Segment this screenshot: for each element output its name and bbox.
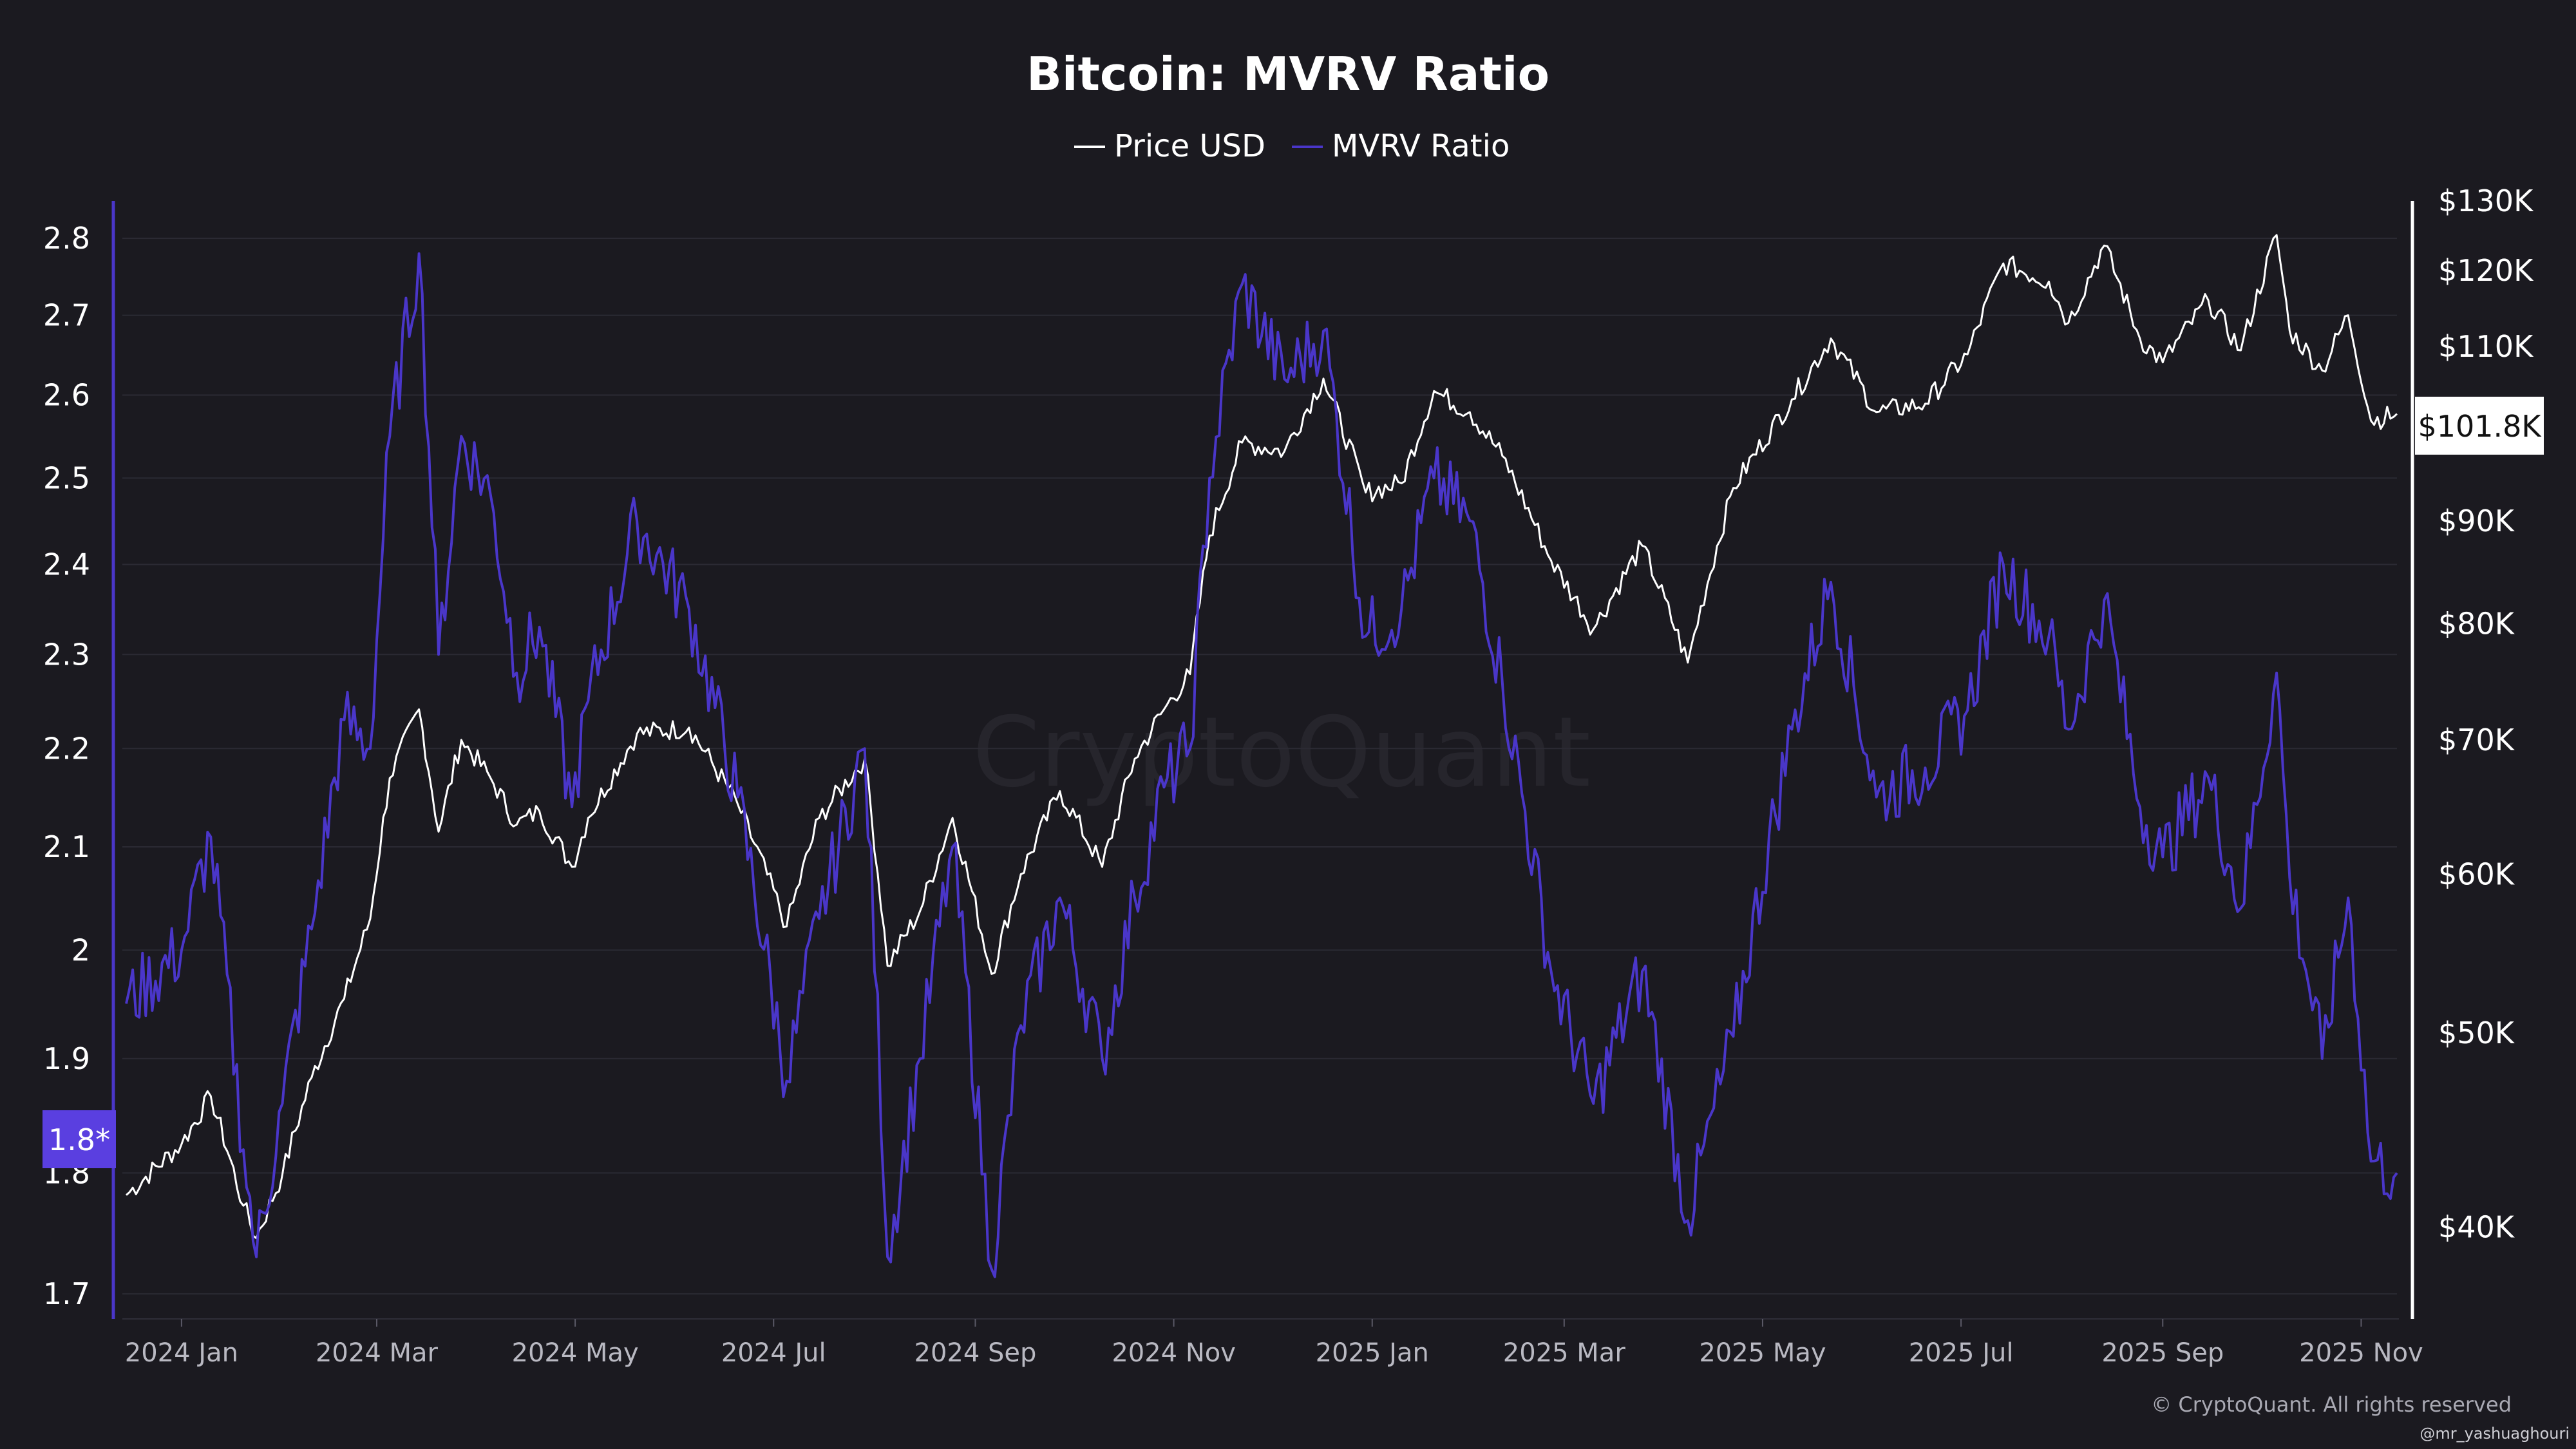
left-axis-ticks: 1.71.81.922.12.22.32.42.52.62.72.8: [43, 221, 90, 1311]
price-usd-line: [126, 234, 2398, 1240]
series-layer: [125, 234, 2398, 1278]
grid-lines: [122, 238, 2397, 1295]
x-tick-label: 2025 Mar: [1503, 1338, 1626, 1368]
right-tick-label: $80K: [2438, 606, 2515, 641]
chart-title: Bitcoin: MVRV Ratio: [1027, 47, 1549, 101]
x-tick-label: 2024 Jul: [721, 1338, 826, 1368]
left-tick-label: 2: [71, 933, 90, 967]
x-axis-ticks: 2024 Jan 2024 Mar 2024 May 2024 Jul 2024 Sep…: [125, 1319, 2423, 1368]
mvrv-current-badge: 1.8*: [43, 1110, 116, 1168]
left-tick-label: 1.9: [43, 1041, 90, 1076]
x-tick-label: 2025 Jul: [1909, 1338, 2014, 1368]
left-tick-label: 2.4: [43, 547, 90, 582]
right-tick-label: $130K: [2438, 184, 2534, 218]
mvrv-ratio-line: [125, 252, 2398, 1278]
author-handle: @mr_yashuaghouri: [2420, 1425, 2570, 1443]
right-tick-label: $60K: [2438, 857, 2515, 891]
right-tick-label: $40K: [2438, 1210, 2515, 1245]
mvrv-badge-bg: [43, 1110, 116, 1168]
left-tick-label: 2.7: [43, 298, 90, 333]
left-tick-label: 2.8: [43, 221, 90, 256]
x-tick-label: 2024 Sep: [914, 1338, 1037, 1368]
right-tick-label: $50K: [2438, 1016, 2515, 1050]
left-tick-label: 2.6: [43, 378, 90, 413]
x-tick-label: 2025 Jan: [1316, 1338, 1429, 1368]
price-current-badge: $101.8K: [2415, 397, 2544, 455]
left-tick-label: 2.3: [43, 637, 90, 672]
left-tick-label: 2.2: [43, 731, 90, 766]
left-tick-label: 2.1: [43, 829, 90, 864]
legend: Price USD MVRV Ratio: [1074, 128, 1510, 164]
price-badge-bg: [2415, 397, 2544, 455]
x-tick-label: 2025 Nov: [2299, 1338, 2423, 1368]
x-tick-label: 2025 Sep: [2101, 1338, 2224, 1368]
mvrv-current-label: 1.8*: [48, 1122, 110, 1157]
right-axis-ticks: $40K $50K $60K $70K $80K $90K $110K $120K $130K: [2438, 184, 2534, 1245]
right-tick-label: $110K: [2438, 329, 2534, 364]
x-tick-label: 2025 May: [1699, 1338, 1826, 1368]
watermark: CryptoQuant: [972, 697, 1591, 809]
right-tick-label: $120K: [2438, 253, 2534, 288]
x-tick-label: 2024 May: [512, 1338, 639, 1368]
right-tick-label: $70K: [2438, 723, 2515, 757]
legend-price-label: Price USD: [1114, 128, 1265, 164]
right-tick-label: $90K: [2438, 504, 2515, 538]
price-current-label: $101.8K: [2418, 409, 2542, 444]
left-tick-label: 2.5: [43, 460, 90, 495]
copyright-footer: © CryptoQuant. All rights reserved: [2151, 1392, 2512, 1417]
legend-mvrv-label: MVRV Ratio: [1332, 128, 1510, 164]
x-tick-label: 2024 Jan: [125, 1338, 238, 1368]
x-tick-label: 2024 Mar: [316, 1338, 439, 1368]
x-tick-label: 2024 Nov: [1112, 1338, 1236, 1368]
left-tick-label: 1.7: [43, 1276, 90, 1311]
